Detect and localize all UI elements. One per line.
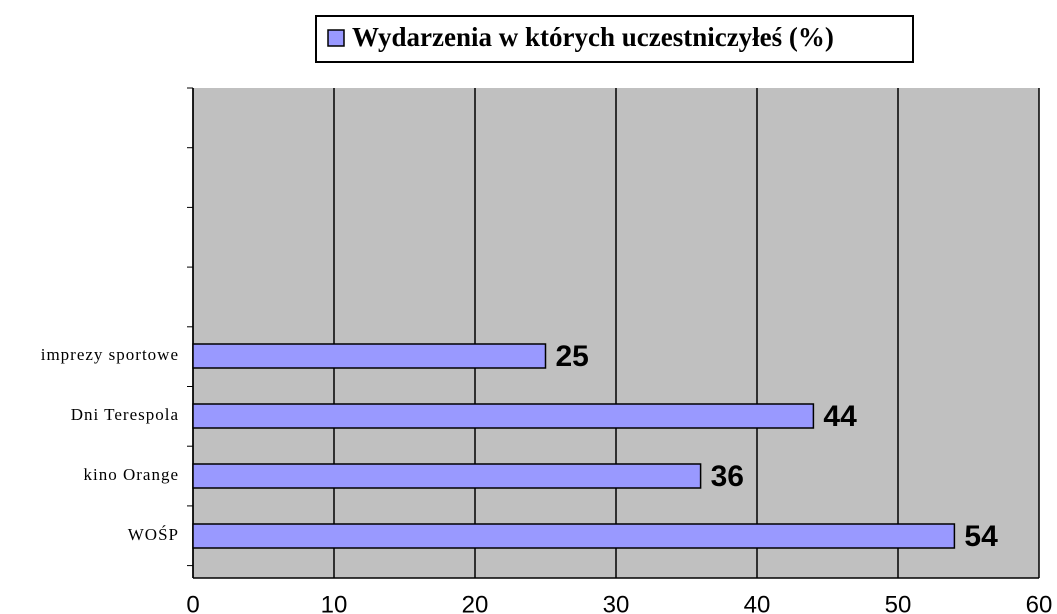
value-label: 44 bbox=[823, 400, 857, 433]
value-label: 25 bbox=[556, 340, 589, 373]
x-tick-label: 0 bbox=[186, 591, 199, 614]
y-tick-label: kino Orange bbox=[83, 465, 179, 484]
value-label: 54 bbox=[964, 520, 998, 553]
legend bbox=[315, 15, 914, 63]
y-tick-label: imprezy sportowe bbox=[41, 345, 179, 364]
bar bbox=[192, 523, 956, 549]
x-tick-label: 40 bbox=[744, 591, 771, 614]
x-tick-label: 50 bbox=[885, 591, 912, 614]
x-tick-label: 20 bbox=[462, 591, 489, 614]
y-tick-label: Dni Terespola bbox=[71, 405, 179, 424]
value-label: 36 bbox=[711, 460, 744, 493]
bar bbox=[192, 463, 702, 489]
x-tick-label: 60 bbox=[1026, 591, 1053, 614]
legend-label: Wydarzenia w których uczestniczyłeś (%) bbox=[352, 22, 834, 52]
x-tick-label: 10 bbox=[321, 591, 348, 614]
x-tick-label: 30 bbox=[603, 591, 630, 614]
legend-swatch bbox=[327, 29, 345, 47]
bar bbox=[192, 403, 815, 429]
bar bbox=[192, 343, 547, 369]
y-tick-label: WOŚP bbox=[128, 525, 179, 544]
